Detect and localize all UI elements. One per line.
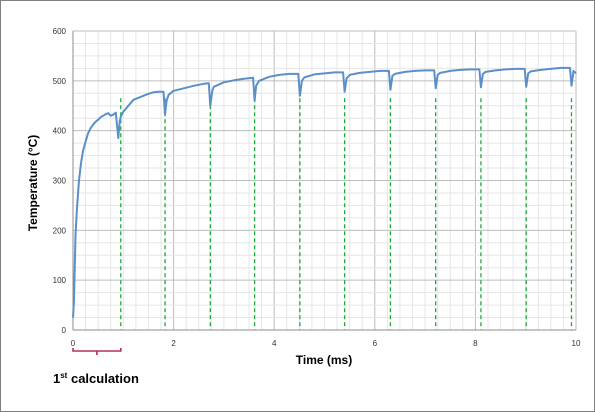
- grid: [72, 30, 577, 331]
- first-calculation-label-suffix: st: [60, 371, 67, 380]
- y-tick-label: 100: [53, 276, 67, 285]
- first-calculation-label: 1st calculation: [53, 371, 139, 386]
- first-calculation-label-text: calculation: [67, 371, 139, 386]
- y-tick-label: 600: [53, 27, 67, 36]
- calculation-markers: [120, 98, 573, 330]
- temperature-series-line: [72, 66, 577, 318]
- y-tick-label: 400: [53, 127, 67, 136]
- x-axis-label: Time (ms): [296, 353, 352, 367]
- series-layer: [72, 66, 577, 318]
- y-tick-label: 500: [53, 77, 67, 86]
- y-tick-label: 0: [62, 326, 67, 335]
- x-tick-label: 10: [572, 339, 581, 348]
- first-calculation-bracket: [72, 348, 122, 355]
- x-tick-label: 6: [373, 339, 378, 348]
- bracket-shape: [72, 348, 122, 355]
- x-tick-label: 4: [272, 339, 277, 348]
- tick-labels: 0 100 200 300 400 500 600 0 2 4 6 8 10: [53, 27, 581, 348]
- x-tick-label: 8: [473, 339, 478, 348]
- first-calculation-label-number: 1: [53, 371, 60, 386]
- x-tick-label: 2: [171, 339, 176, 348]
- x-tick-label: 0: [71, 339, 76, 348]
- axes: [72, 31, 576, 331]
- y-tick-label: 200: [53, 226, 67, 235]
- y-tick-label: 300: [53, 177, 67, 186]
- y-axis-label: Temperature (°C): [26, 135, 40, 232]
